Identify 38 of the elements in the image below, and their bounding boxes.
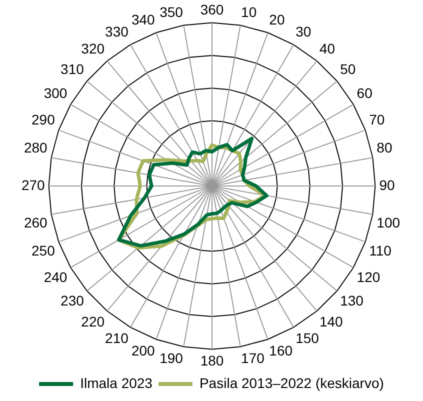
- legend-label: Ilmala 2023: [80, 374, 153, 391]
- spoke-label: 120: [356, 268, 380, 285]
- spoke-label: 240: [44, 268, 68, 285]
- legend-label: Pasila 2013–2022 (keskiarvo): [199, 374, 384, 391]
- spoke-label: 70: [369, 111, 385, 128]
- spoke-label: 250: [32, 242, 56, 258]
- spoke-label: 100: [376, 214, 400, 230]
- spoke-label: 260: [24, 214, 48, 230]
- spoke-label: 30: [296, 24, 312, 40]
- spoke-label: 150: [296, 330, 320, 346]
- spoke-label: 230: [60, 292, 84, 309]
- spoke-label: 10: [241, 4, 257, 20]
- spoke-label: 110: [369, 242, 392, 258]
- spoke-label: 20: [269, 11, 285, 28]
- spoke-label: 170: [241, 350, 265, 366]
- spoke-label: 320: [81, 40, 105, 56]
- spoke-label: 350: [160, 4, 184, 20]
- spoke-label: 330: [105, 24, 129, 40]
- spoke-label: 140: [319, 313, 344, 330]
- spoke-label: 180: [200, 352, 224, 368]
- spoke-label: 90: [379, 176, 395, 193]
- spoke-label: 160: [269, 342, 293, 358]
- spoke-label: 270: [21, 176, 46, 193]
- spoke-label: 210: [105, 330, 129, 346]
- spoke-label: 360: [200, 1, 224, 18]
- spoke-label: 80: [376, 139, 392, 156]
- spoke-label: 190: [160, 350, 184, 366]
- spoke-label: 50: [340, 60, 356, 77]
- spoke-label: 300: [44, 84, 68, 101]
- spoke-label: 290: [32, 111, 56, 128]
- spoke-label: 40: [319, 40, 336, 56]
- spoke-label: 340: [131, 11, 156, 28]
- spoke-label: 220: [81, 313, 105, 330]
- spoke-label: 200: [131, 342, 156, 358]
- spoke-label: 310: [60, 60, 84, 77]
- spoke-label: 130: [340, 292, 364, 309]
- spoke-label: 60: [356, 84, 373, 101]
- spoke-label: 280: [24, 139, 48, 156]
